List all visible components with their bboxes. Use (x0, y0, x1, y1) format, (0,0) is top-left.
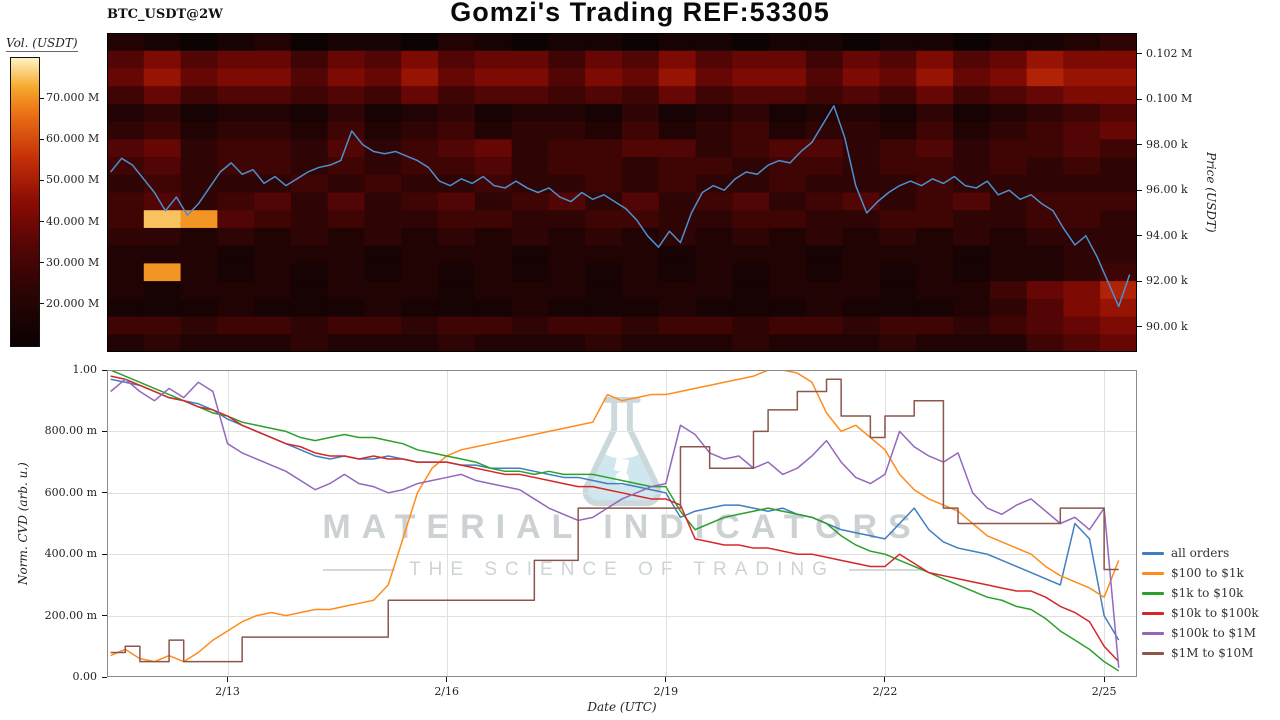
tick-mark (446, 677, 448, 682)
page-title: Gomzi's Trading REF:53305 (450, 0, 830, 27)
legend-line-swatch (1142, 611, 1164, 615)
date-tick-label: 2/13 (215, 685, 240, 698)
tick-mark (1137, 189, 1142, 191)
tick-mark (884, 677, 886, 682)
price-axis-label: Price (USDT) (1204, 152, 1218, 233)
tick-mark (1137, 53, 1142, 54)
symbol-label: BTC_USDT@2W (107, 7, 223, 22)
volume-colorbar (10, 57, 40, 347)
colorbar-tick-label: 30.000 M (46, 255, 100, 269)
colorbar-title: Vol. (USDT) (6, 36, 78, 52)
tick-mark (1137, 144, 1142, 146)
colorbar-tick-label: 60.000 M (46, 132, 100, 146)
legend-line-swatch (1142, 551, 1164, 555)
cvd-tick-label: 0.00 (72, 670, 98, 683)
tick-mark (102, 615, 107, 617)
tick-mark (665, 677, 667, 682)
legend-line-swatch (1142, 591, 1164, 595)
tick-mark (102, 430, 107, 432)
date-tick-label: 2/25 (1091, 685, 1117, 698)
cvd-tick-label: 400.00 m (44, 547, 97, 561)
tick-mark (1137, 235, 1142, 237)
date-axis-label: Date (UTC) (587, 700, 657, 714)
legend-label: $1M to $10M (1171, 646, 1254, 660)
legend-label: $1k to $10k (1171, 586, 1244, 600)
legend-line-swatch (1142, 571, 1164, 575)
legend-item: $100 to $1k (1142, 566, 1259, 580)
tick-mark (40, 303, 44, 305)
tick-mark (1103, 677, 1105, 682)
price-tick-label: 0.100 M (1146, 92, 1193, 106)
date-tick-label: 2/19 (653, 685, 679, 698)
legend-line-swatch (1142, 651, 1164, 655)
cvd-tick-label: 600.00 m (44, 485, 97, 499)
date-tick-label: 2/16 (434, 685, 460, 698)
tick-mark (40, 138, 44, 140)
tick-mark (40, 221, 44, 223)
cvd-tick-label: 1.00 (72, 363, 98, 376)
tick-mark (1137, 326, 1142, 328)
legend-item: $10k to $100k (1142, 606, 1259, 620)
legend-label: $100 to $1k (1171, 566, 1244, 580)
colorbar-tick-label: 20.000 M (46, 296, 100, 310)
cvd-axis-label: Norm. CVD (arb. u.) (16, 462, 30, 585)
date-tick-label: 2/22 (872, 685, 898, 698)
legend-label: all orders (1171, 546, 1230, 560)
price-tick-label: 98.00 k (1146, 137, 1188, 151)
tick-mark (102, 676, 107, 678)
tick-mark (102, 369, 107, 371)
legend-item: $1M to $10M (1142, 646, 1259, 660)
legend-label: $10k to $100k (1171, 606, 1259, 620)
price-tick-label: 90.00 k (1146, 319, 1188, 333)
colorbar-tick-label: 50.000 M (46, 173, 100, 187)
tick-mark (40, 262, 44, 264)
colorbar-tick-label: 70.000 M (46, 91, 100, 105)
price-tick-label: 92.00 k (1146, 274, 1188, 288)
cvd-lines-canvas (107, 370, 1137, 677)
legend-item: all orders (1142, 546, 1259, 560)
price-tick-label: 0.102 M (1146, 46, 1193, 60)
legend-item: $100k to $1M (1142, 626, 1259, 640)
legend-line-swatch (1142, 631, 1164, 635)
volume-heatmap-canvas (107, 33, 1137, 352)
cvd-tick-label: 200.00 m (44, 608, 97, 622)
price-tick-label: 94.00 k (1146, 228, 1188, 242)
tick-mark (102, 553, 107, 555)
legend: all orders $100 to $1k $1k to $10k $10k to … (1142, 546, 1259, 667)
price-tick-label: 96.00 k (1146, 183, 1188, 197)
colorbar-tick-label: 40.000 M (46, 214, 100, 228)
tick-mark (227, 677, 229, 682)
tick-mark (40, 179, 44, 181)
tick-mark (40, 97, 44, 99)
cvd-tick-label: 800.00 m (44, 424, 97, 438)
tick-mark (1137, 280, 1142, 282)
legend-label: $100k to $1M (1171, 626, 1257, 640)
tick-mark (1137, 98, 1142, 100)
legend-item: $1k to $10k (1142, 586, 1259, 600)
tick-mark (102, 492, 107, 494)
